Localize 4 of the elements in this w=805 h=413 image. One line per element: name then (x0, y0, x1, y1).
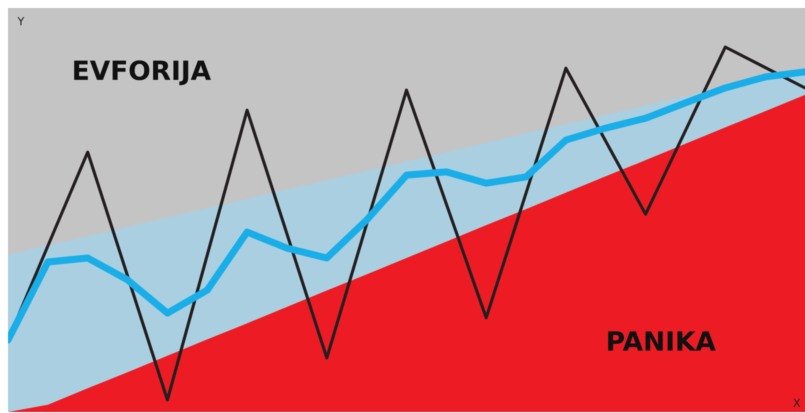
y-axis-title: Y (18, 17, 24, 26)
annotation: EVFORIJA (74, 60, 211, 86)
annotation: PANIKA (608, 331, 716, 351)
x-axis-title: X (793, 398, 800, 407)
